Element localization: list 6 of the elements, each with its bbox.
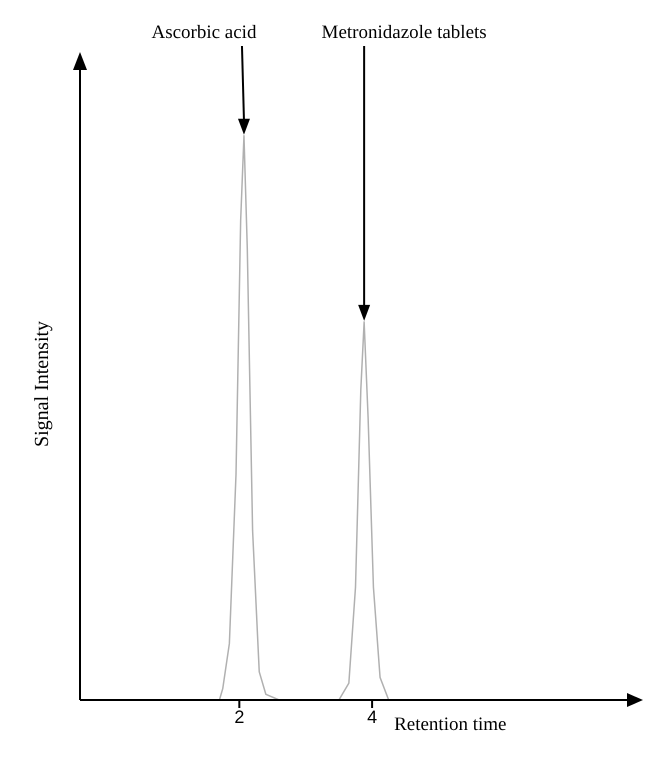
y-axis-title: Signal Intensity bbox=[31, 320, 53, 448]
x-axis-title: Retention time bbox=[394, 714, 507, 735]
text: Ascorbic acid bbox=[151, 22, 257, 43]
x-tick-label: 4 bbox=[367, 706, 378, 727]
text: Metronidazole tablets bbox=[322, 22, 487, 43]
x-tick-label: 2 bbox=[234, 706, 244, 727]
